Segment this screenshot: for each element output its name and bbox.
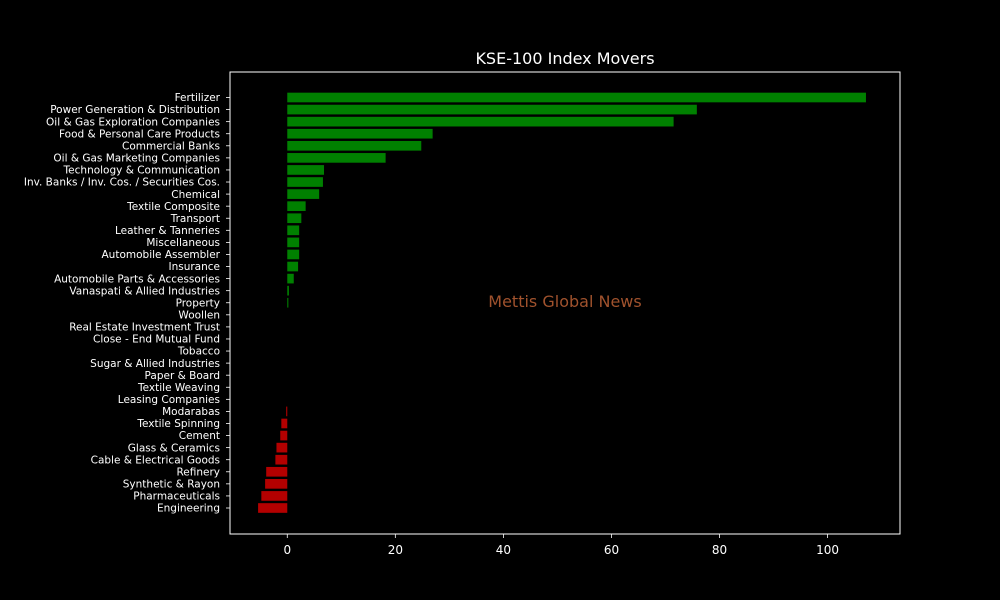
category-label-automobile-assembler: Automobile Assembler	[102, 249, 221, 261]
category-label-property: Property	[176, 297, 220, 309]
bar-cable-electrical-goods	[275, 454, 288, 465]
x-tick-label-40: 40	[496, 543, 511, 557]
category-label-pharmaceuticals: Pharmaceuticals	[133, 491, 220, 503]
category-label-chemical: Chemical	[171, 189, 220, 201]
category-label-oil-gas-marketing-companies: Oil & Gas Marketing Companies	[53, 153, 220, 165]
category-label-modarabas: Modarabas	[162, 406, 220, 418]
bar-inv-banks-inv-cos-securities-cos	[287, 177, 323, 187]
bar-textile-composite	[287, 201, 306, 211]
category-label-textile-spinning: Textile Spinning	[136, 418, 220, 430]
category-label-power-generation-distribution: Power Generation & Distribution	[50, 104, 220, 116]
bar-engineering	[258, 503, 288, 513]
x-tick-label-20: 20	[388, 543, 403, 557]
chart-title: KSE-100 Index Movers	[475, 49, 654, 68]
watermark-text: Mettis Global News	[488, 292, 641, 311]
category-label-leasing-companies: Leasing Companies	[118, 394, 220, 406]
category-label-technology-communication: Technology & Communication	[63, 165, 220, 177]
bar-food-personal-care-products	[287, 128, 433, 139]
category-label-paper-board: Paper & Board	[145, 370, 220, 382]
bar-chemical	[287, 189, 320, 199]
category-label-glass-ceramics: Glass & Ceramics	[128, 442, 220, 454]
x-tick-label-100: 100	[816, 543, 839, 557]
bar-automobile-parts-accessories	[287, 273, 294, 284]
category-label-synthetic-rayon: Synthetic & Rayon	[123, 479, 220, 491]
bar-oil-gas-marketing-companies	[287, 153, 386, 163]
category-label-oil-gas-exploration-companies: Oil & Gas Exploration Companies	[46, 116, 220, 128]
category-label-real-estate-investment-trust: Real Estate Investment Trust	[69, 322, 220, 334]
category-label-transport: Transport	[170, 213, 220, 225]
x-tick-label-0: 0	[283, 543, 291, 557]
bar-property	[287, 297, 289, 308]
bar-textile-spinning	[281, 418, 288, 429]
bar-insurance	[287, 261, 299, 272]
bar-oil-gas-exploration-companies	[287, 116, 674, 127]
category-label-textile-composite: Textile Composite	[126, 201, 220, 213]
bar-glass-ceramics	[276, 442, 288, 453]
bar-transport	[287, 213, 302, 224]
category-label-close-end-mutual-fund: Close - End Mutual Fund	[93, 334, 220, 346]
category-label-cable-electrical-goods: Cable & Electrical Goods	[91, 454, 220, 466]
bar-technology-communication	[287, 165, 325, 175]
bar-commercial-banks	[287, 140, 422, 151]
category-label-vanaspati-allied-industries: Vanaspati & Allied Industries	[69, 285, 220, 297]
category-label-miscellaneous: Miscellaneous	[146, 237, 220, 249]
x-axis-ticks-group: 0 20 40 60 80 100	[283, 534, 839, 557]
bar-power-generation-distribution	[287, 104, 697, 115]
category-label-woollen: Woollen	[178, 309, 220, 321]
category-label-engineering: Engineering	[157, 503, 220, 515]
category-label-leather-tanneries: Leather & Tanneries	[115, 225, 220, 237]
bar-refinery	[266, 466, 288, 477]
bar-synthetic-rayon	[265, 479, 288, 489]
category-label-textile-weaving: Textile Weaving	[137, 382, 220, 394]
category-label-refinery: Refinery	[176, 466, 220, 478]
x-tick-label-80: 80	[712, 543, 727, 557]
category-label-food-personal-care-products: Food & Personal Care Products	[59, 128, 220, 140]
category-label-cement: Cement	[179, 430, 220, 442]
bar-leather-tanneries	[287, 225, 300, 236]
bar-vanaspati-allied-industries	[287, 285, 289, 296]
bar-pharmaceuticals	[261, 491, 288, 501]
bar-automobile-assembler	[287, 249, 300, 260]
category-label-fertilizer: Fertilizer	[175, 92, 221, 104]
bar-modarabas	[286, 406, 288, 417]
bars-group	[258, 92, 866, 513]
category-label-inv-banks-inv-cos-securities-cos: Inv. Banks / Inv. Cos. / Securities Cos.	[24, 177, 220, 189]
x-tick-label-60: 60	[604, 543, 619, 557]
category-label-sugar-allied-industries: Sugar & Allied Industries	[90, 358, 220, 370]
category-label-tobacco: Tobacco	[177, 346, 220, 358]
category-label-automobile-parts-accessories: Automobile Parts & Accessories	[54, 273, 220, 285]
bar-fertilizer	[287, 92, 866, 103]
category-label-insurance: Insurance	[168, 261, 220, 273]
bar-miscellaneous	[287, 237, 300, 248]
category-label-commercial-banks: Commercial Banks	[122, 140, 220, 152]
bar-cement	[280, 430, 288, 441]
